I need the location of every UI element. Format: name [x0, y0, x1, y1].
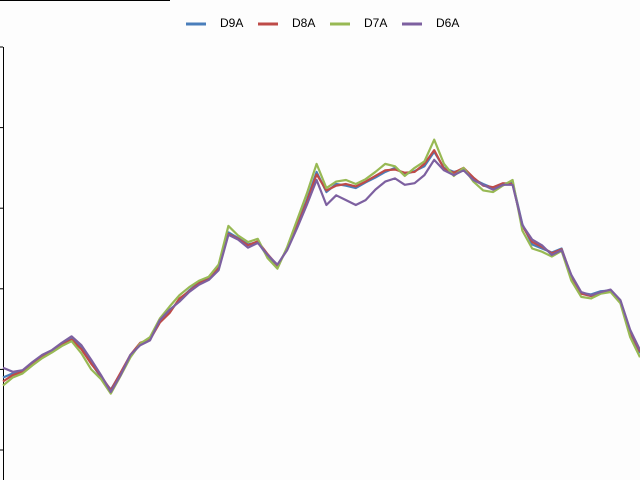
legend-label: D8A: [292, 16, 315, 30]
series-line: [2, 138, 640, 395]
series-line: [2, 150, 640, 391]
legend-label: D6A: [436, 16, 459, 30]
series-line: [2, 158, 640, 394]
series-line: [2, 149, 640, 392]
legend-label: D9A: [220, 16, 243, 30]
legend-label: D7A: [364, 16, 387, 30]
